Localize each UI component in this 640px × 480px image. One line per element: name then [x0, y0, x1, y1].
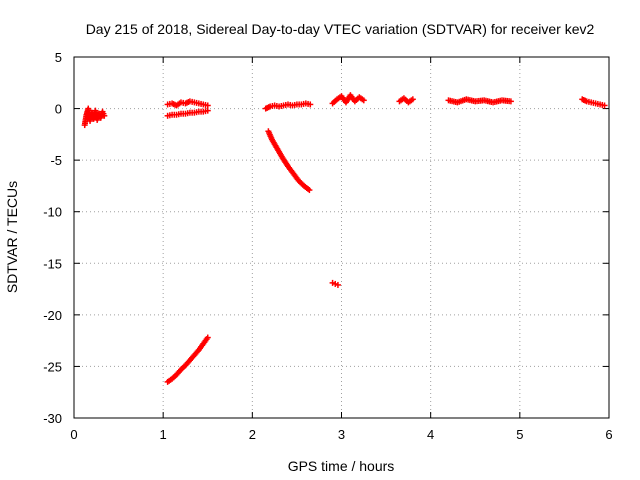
data-point: [204, 102, 211, 109]
axis-tick-labels: 0 1 2 3 4 5 6 5 0 -5 -10 -15 -20 -25 -30: [43, 50, 612, 442]
x-axis-label: GPS time / hours: [288, 458, 395, 474]
data-point: [334, 281, 341, 288]
data-point: [307, 101, 314, 108]
data-point: [601, 102, 608, 109]
data-point: [306, 187, 313, 194]
y-tick-label: -30: [43, 411, 62, 426]
x-tick-label: 2: [249, 427, 256, 442]
grid-lines: [74, 57, 609, 418]
x-tick-label: 6: [605, 427, 612, 442]
x-tick-label: 0: [70, 427, 77, 442]
data-point: [204, 334, 211, 341]
data-point: [101, 112, 108, 119]
x-tick-label: 3: [338, 427, 345, 442]
y-tick-label: -5: [50, 153, 62, 168]
x-tick-label: 4: [427, 427, 434, 442]
data-points: [81, 92, 608, 385]
data-point: [204, 107, 211, 114]
y-tick-label: -25: [43, 359, 62, 374]
y-tick-label: 0: [55, 102, 62, 117]
data-point: [360, 97, 367, 104]
axis-ticks: [73, 56, 610, 419]
y-tick-label: -15: [43, 256, 62, 271]
data-point: [409, 96, 416, 103]
x-tick-label: 5: [516, 427, 523, 442]
x-tick-label: 1: [160, 427, 167, 442]
data-point: [507, 98, 514, 105]
y-tick-label: 5: [55, 50, 62, 65]
chart-title: Day 215 of 2018, Sidereal Day-to-day VTE…: [86, 21, 595, 37]
y-tick-label: -20: [43, 308, 62, 323]
y-tick-label: -10: [43, 205, 62, 220]
y-axis-label: SDTVAR / TECUs: [4, 181, 20, 293]
